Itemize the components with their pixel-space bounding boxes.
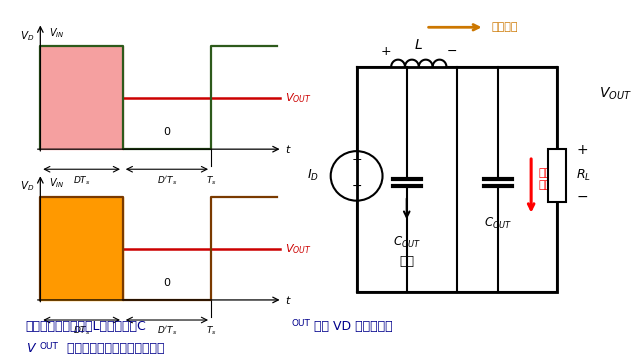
Text: +: + — [576, 144, 588, 158]
Text: OUT: OUT — [40, 342, 58, 351]
Text: OUT: OUT — [291, 319, 310, 328]
Text: $t$: $t$ — [285, 294, 292, 306]
Text: $DT_s$: $DT_s$ — [73, 174, 90, 187]
Text: $T_s$: $T_s$ — [205, 174, 216, 187]
Text: $C_{OUT}$: $C_{OUT}$ — [392, 236, 421, 251]
Text: V: V — [26, 342, 34, 355]
Text: 0: 0 — [163, 278, 170, 288]
Text: −: − — [446, 45, 457, 59]
Text: $D'T_s$: $D'T_s$ — [157, 325, 177, 337]
Text: $R_L$: $R_L$ — [576, 168, 591, 183]
Text: $D'T_s$: $D'T_s$ — [157, 174, 177, 187]
Text: −: − — [351, 180, 362, 193]
Text: $V_{IN}$: $V_{IN}$ — [49, 26, 64, 39]
Text: 在理想状态下电感（L）和电容（C: 在理想状态下电感（L）和电容（C — [26, 320, 147, 333]
Text: $V_{OUT}$: $V_{OUT}$ — [285, 91, 312, 105]
Text: 只剩下直流和极小的一次谐波: 只剩下直流和极小的一次谐波 — [63, 342, 164, 355]
Text: +: + — [351, 153, 362, 166]
Text: −: − — [576, 190, 588, 204]
Text: $V_{OUT}$: $V_{OUT}$ — [598, 85, 632, 102]
Bar — [548, 149, 566, 202]
Text: +: + — [381, 45, 391, 59]
Text: $V_D$: $V_D$ — [20, 180, 35, 194]
Text: 0: 0 — [163, 127, 170, 137]
Text: 负载
电流: 负载 电流 — [538, 168, 551, 190]
Text: L: L — [415, 38, 422, 52]
Text: ）将 VD 谐波全滤掉: ）将 VD 谐波全滤掉 — [314, 320, 392, 333]
Bar — [356, 67, 557, 292]
Text: $C_{OUT}$: $C_{OUT}$ — [484, 215, 513, 230]
Text: $V_{OUT}$: $V_{OUT}$ — [285, 242, 312, 256]
Text: $I_D$: $I_D$ — [307, 168, 319, 183]
Text: 电流: 电流 — [399, 255, 414, 268]
Text: $V_D$: $V_D$ — [20, 29, 35, 43]
Text: $T_s$: $T_s$ — [205, 325, 216, 337]
Text: $DT_s$: $DT_s$ — [73, 325, 90, 337]
Text: $V_{IN}$: $V_{IN}$ — [49, 177, 64, 190]
Text: 电感电流: 电感电流 — [492, 22, 518, 32]
Text: $t$: $t$ — [285, 143, 292, 155]
